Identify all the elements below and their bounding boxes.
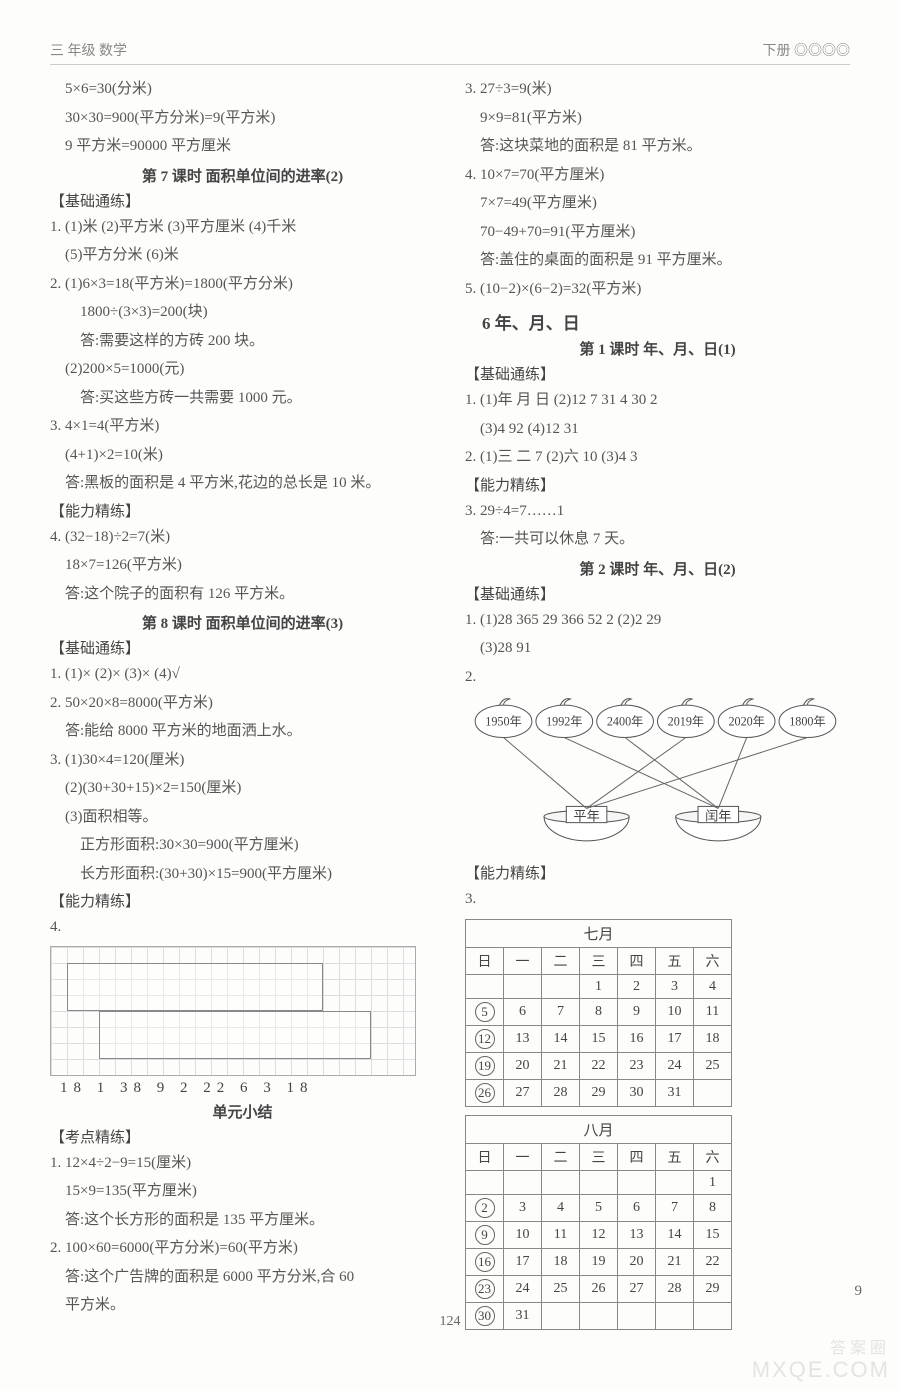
- text-line: 长方形面积:(30+30)×15=900(平方厘米): [50, 860, 435, 889]
- page-number: 124: [440, 1314, 461, 1330]
- text-line: (3)4 92 (4)12 31: [465, 415, 850, 444]
- right-column: 3. 27÷3=9(米) 9×9=81(平方米) 答:这块菜地的面积是 81 平…: [465, 75, 850, 1338]
- text-line: 3. 4×1=4(平方米): [50, 412, 435, 441]
- text-line: 2. (1)6×3=18(平方米)=1800(平方分米): [50, 270, 435, 299]
- calendar-august: 八月日一二三四五六1234567891011121314151617181920…: [465, 1115, 732, 1330]
- text-line: 2. 50×20×8=8000(平方米): [50, 689, 435, 718]
- header-left: 三 年级 数学: [50, 40, 127, 60]
- text-line: 4. 10×7=70(平方厘米): [465, 161, 850, 190]
- text-line: 答:需要这样的方砖 200 块。: [50, 327, 435, 356]
- item-number: 4.: [50, 919, 61, 935]
- text-line: 70−49+70=91(平方厘米): [465, 218, 850, 247]
- unit-summary-title: 单元小结: [50, 1101, 435, 1122]
- grid-figure: 4. 18 1 38 9 2 22 6 3 18: [50, 913, 435, 1097]
- text-line: 答:能给 8000 平方米的地面洒上水。: [50, 717, 435, 746]
- text-line: (4+1)×2=10(米): [50, 441, 435, 470]
- lesson-title: 第 2 课时 年、月、日(2): [465, 558, 850, 579]
- section-label: 【能力精练】: [50, 500, 435, 521]
- text-line: 1. (1)米 (2)平方米 (3)平方厘米 (4)千米: [50, 213, 435, 242]
- header-right: 下册 ◎◎◎◎: [763, 40, 851, 60]
- text-line: 答:买这些方砖一共需要 1000 元。: [50, 384, 435, 413]
- watermark-text-1: 答案圈: [752, 1340, 890, 1358]
- text-line: 1. 12×4÷2−9=15(厘米): [50, 1149, 435, 1178]
- text-line: (2)(30+30+15)×2=150(厘米): [50, 774, 435, 803]
- text-line: 1. (1)28 365 29 366 52 2 (2)2 29: [465, 606, 850, 635]
- text-line: 2. 100×60=6000(平方分米)=60(平方米): [50, 1234, 435, 1263]
- page-header: 三 年级 数学 下册 ◎◎◎◎: [50, 40, 850, 65]
- section-label: 【基础通练】: [50, 637, 435, 658]
- svg-text:平年: 平年: [573, 809, 599, 824]
- svg-text:2020年: 2020年: [728, 714, 764, 728]
- text-line: 答:盖住的桌面的面积是 91 平方厘米。: [465, 246, 850, 275]
- text-line: 3. 27÷3=9(米): [465, 75, 850, 104]
- svg-text:2019年: 2019年: [668, 714, 704, 728]
- text-line: 5×6=30(分米): [50, 75, 435, 104]
- text-line: 3. 29÷4=7……1: [465, 497, 850, 526]
- item-number: 3.: [465, 891, 476, 907]
- text-line: 正方形面积:30×30=900(平方厘米): [50, 831, 435, 860]
- svg-text:2400年: 2400年: [607, 714, 643, 728]
- text-line: (3)28 91: [465, 634, 850, 663]
- two-column-layout: 5×6=30(分米) 30×30=900(平方分米)=9(平方米) 9 平方米=…: [50, 75, 850, 1338]
- text-line: 答:一共可以休息 7 天。: [465, 525, 850, 554]
- text-line: 1. (1)年 月 日 (2)12 7 31 4 30 2: [465, 386, 850, 415]
- text-line: 答:黑板的面积是 4 平方米,花边的总长是 10 米。: [50, 469, 435, 498]
- page: 三 年级 数学 下册 ◎◎◎◎ 5×6=30(分米) 30×30=900(平方分…: [0, 0, 900, 1390]
- text-line: 9 平方米=90000 平方厘米: [50, 132, 435, 161]
- text-line: 18×7=126(平方米): [50, 551, 435, 580]
- watermark: 答案圈 MXQE.COM: [752, 1340, 890, 1382]
- text-line: 15×9=135(平方厘米): [50, 1177, 435, 1206]
- watermark-text-2: MXQE.COM: [752, 1358, 890, 1382]
- text-line: 1. (1)× (2)× (3)× (4)√: [50, 660, 435, 689]
- text-line: (3)面积相等。: [50, 803, 435, 832]
- svg-text:1992年: 1992年: [546, 714, 582, 728]
- svg-text:1800年: 1800年: [789, 714, 825, 728]
- text-line: 答:这个院子的面积有 126 平方米。: [50, 580, 435, 609]
- text-line: 7×7=49(平方厘米): [465, 189, 850, 218]
- text-line: 答:这块菜地的面积是 81 平方米。: [465, 132, 850, 161]
- lesson-title: 第 8 课时 面积单位间的进率(3): [50, 612, 435, 633]
- text-line: (5)平方分米 (6)米: [50, 241, 435, 270]
- grid-diagram: [50, 946, 416, 1076]
- text-line: 答:这个长方形的面积是 135 平方厘米。: [50, 1206, 435, 1235]
- text-line: (2)200×5=1000(元): [50, 355, 435, 384]
- text-line: 1800÷(3×3)=200(块): [50, 298, 435, 327]
- section-label: 【基础通练】: [465, 583, 850, 604]
- section-label: 【基础通练】: [50, 190, 435, 211]
- item-number: 2.: [465, 669, 476, 685]
- text-line: 答:这个广告牌的面积是 6000 平方分米,合 60: [50, 1263, 435, 1292]
- text-line: 5. (10−2)×(6−2)=32(平方米): [465, 275, 850, 304]
- text-line: 9×9=81(平方米): [465, 104, 850, 133]
- lesson-title: 第 1 课时 年、月、日(1): [465, 338, 850, 359]
- shape-rect: [67, 963, 323, 1011]
- svg-text:闰年: 闰年: [705, 809, 731, 824]
- chapter-title: 6 年、月、日: [465, 309, 850, 334]
- lesson-title: 第 7 课时 面积单位间的进率(2): [50, 165, 435, 186]
- svg-text:1950年: 1950年: [485, 714, 521, 728]
- number-strip: 18 1 38 9 2 22 6 3 18: [50, 1080, 435, 1097]
- shape-rect: [99, 1011, 371, 1059]
- text-line: 2. (1)三 二 7 (2)六 10 (3)4 3: [465, 443, 850, 472]
- calendar-july: 七月日一二三四五六1234567891011121314151617181920…: [465, 919, 732, 1107]
- section-label: 【能力精练】: [465, 862, 850, 883]
- text-line: 4. (32−18)÷2=7(米): [50, 523, 435, 552]
- section-label: 【能力精练】: [465, 474, 850, 495]
- bowl-svg: 1950年 1992年 2400年 2019年 2020年 1800年平年 闰年: [465, 697, 850, 849]
- text-line: 30×30=900(平方分米)=9(平方米): [50, 104, 435, 133]
- section-label: 【能力精练】: [50, 890, 435, 911]
- text-line: 平方米。: [50, 1291, 435, 1320]
- section-label: 【考点精练】: [50, 1126, 435, 1147]
- year-bowl-diagram: 2. 1950年 1992年 2400年 2019年 2020年 1800年平年 闰年: [465, 663, 850, 860]
- side-page-number: 9: [855, 1283, 863, 1300]
- left-column: 5×6=30(分米) 30×30=900(平方分米)=9(平方米) 9 平方米=…: [50, 75, 435, 1338]
- text-line: 3. (1)30×4=120(厘米): [50, 746, 435, 775]
- section-label: 【基础通练】: [465, 363, 850, 384]
